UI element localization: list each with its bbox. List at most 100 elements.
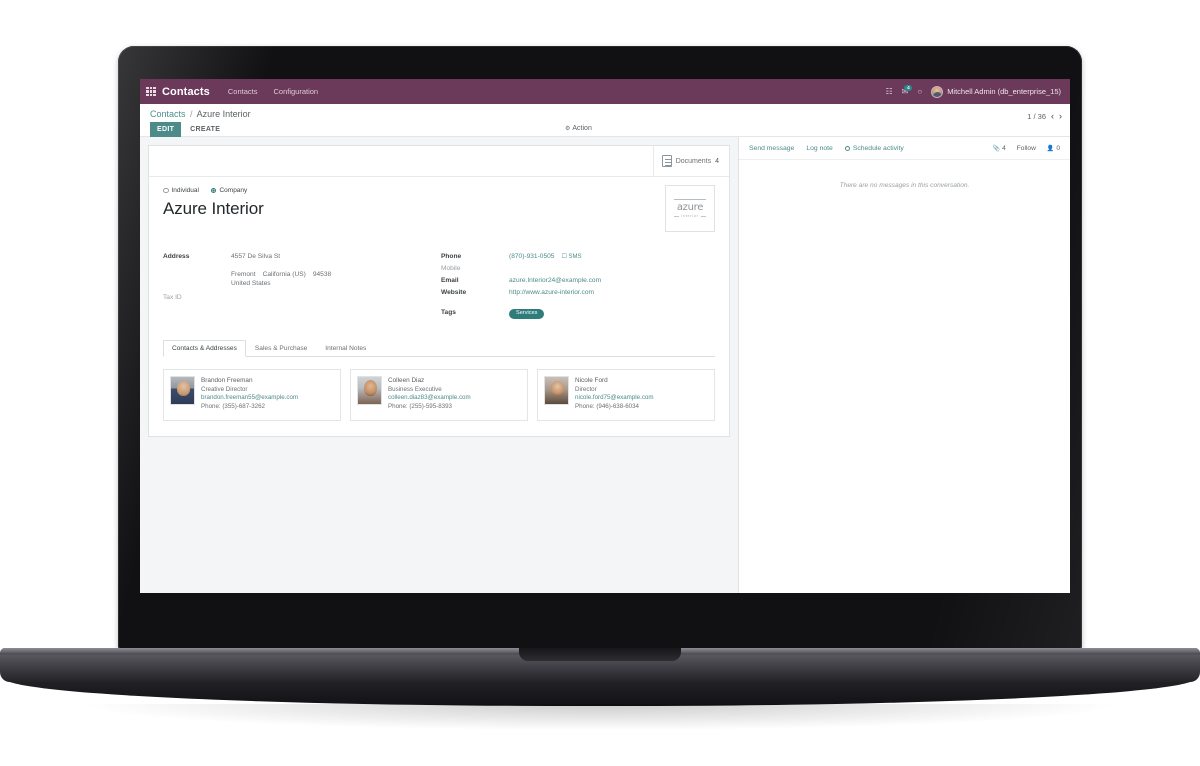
laptop-lid: Contacts Contacts Configuration ☷ ✉ 4 ○ …	[118, 46, 1082, 650]
contact-role: Director	[575, 385, 597, 393]
address-value[interactable]: 4557 De Silva St Fremont California (US) 9…	[231, 253, 338, 289]
company-logo[interactable]: azure interior	[665, 185, 715, 232]
radio-individual[interactable]: Individual	[163, 187, 199, 194]
contact-card[interactable]: Brandon Freeman Creative Director brando…	[163, 369, 341, 421]
contact-info: Colleen Diaz Business Executive colleen.…	[388, 376, 471, 414]
contact-info: Nicole Ford Director nicole.ford75@examp…	[575, 376, 654, 414]
breadcrumb-root[interactable]: Contacts	[150, 109, 186, 119]
follower-count[interactable]: 👤 0	[1047, 145, 1060, 152]
partner-type-radio-group: Individual Company	[163, 187, 715, 194]
contact-name: Colleen Diaz	[388, 377, 425, 384]
documents-stat-button[interactable]: Documents 4	[652, 146, 729, 176]
tags-value[interactable]: Services	[509, 301, 545, 319]
phone-value[interactable]: (870)-931-0505	[509, 253, 555, 260]
address-field: Address 4557 De Silva St Fremont Californ…	[163, 253, 441, 289]
address-city: Fremont	[231, 271, 256, 278]
radio-company[interactable]: Company	[210, 187, 247, 194]
breadcrumb: Contacts / Azure Interior	[150, 104, 1060, 119]
follower-count-value: 0	[1056, 145, 1060, 152]
laptop-base	[0, 648, 1200, 730]
sms-link[interactable]: ☐ SMS	[561, 253, 581, 260]
contact-name: Brandon Freeman	[201, 377, 253, 384]
chatter-meta: 📎 4 Follow 👤 0	[993, 145, 1060, 152]
schedule-activity-label: Schedule activity	[852, 145, 904, 152]
attachment-count-value: 4	[1002, 145, 1006, 152]
user-menu[interactable]: Mitchell Admin (db_enterprise_15)	[931, 85, 1061, 98]
control-panel: Contacts / Azure Interior EDIT CREATE ⚙ …	[140, 104, 1070, 137]
action-label: Action	[572, 125, 592, 132]
bag-icon[interactable]: ☷	[885, 86, 893, 96]
contact-name: Nicole Ford	[575, 377, 608, 384]
contact-phone: Phone: (255)-595-8393	[388, 402, 452, 410]
stat-button-row: Documents 4	[149, 146, 729, 177]
navbar-right: ☷ ✉ 4 ○ Mitchell Admin (db_enterprise_15…	[885, 84, 1066, 98]
contact-phone: Phone: (355)-687-3262	[201, 402, 265, 410]
contact-photo	[544, 376, 569, 405]
control-buttons: EDIT CREATE ⚙ Action	[150, 122, 1060, 137]
laptop-base-notch	[519, 648, 681, 661]
notebook-tabs: Contacts & Addresses Sales & Purchase In…	[163, 340, 715, 357]
tab-sales-purchase[interactable]: Sales & Purchase	[254, 345, 308, 352]
laptop-base-top	[0, 648, 1200, 682]
contact-role: Business Executive	[388, 385, 442, 393]
address-state: California (US)	[262, 271, 306, 278]
laptop-base-bottom	[4, 678, 1196, 706]
contact-card[interactable]: Nicole Ford Director nicole.ford75@examp…	[537, 369, 715, 421]
send-message-button[interactable]: Send message	[749, 145, 795, 152]
contact-info: Brandon Freeman Creative Director brando…	[201, 376, 298, 414]
email-value[interactable]: azure.Interior24@example.com	[509, 277, 602, 284]
phone-label: Phone	[441, 253, 462, 260]
contact-email[interactable]: nicole.ford75@example.com	[575, 394, 654, 401]
chatter-toolbar: Send message Log note Schedule activity …	[739, 137, 1070, 160]
address-country: United States	[231, 280, 271, 287]
field-grid: Address 4557 De Silva St Fremont Californ…	[163, 253, 715, 324]
app-brand[interactable]: Contacts	[162, 85, 210, 98]
tab-internal-notes[interactable]: Internal Notes	[325, 345, 367, 352]
schedule-activity-button[interactable]: Schedule activity	[844, 145, 904, 152]
address-city-line: Fremont California (US) 94538	[231, 271, 338, 278]
sheet-inner: Individual Company Azure Interior	[149, 177, 729, 435]
record-pager: 1 / 36 ‹ ›	[1027, 111, 1062, 122]
email-field: Email azure.Interior24@example.com	[441, 277, 713, 284]
odoo-app: Contacts Contacts Configuration ☷ ✉ 4 ○ …	[140, 79, 1070, 593]
documents-count: 4	[715, 157, 719, 165]
user-name-label: Mitchell Admin (db_enterprise_15)	[947, 87, 1061, 96]
action-button[interactable]: ⚙ Action	[565, 125, 592, 132]
messaging-badge: 4	[904, 84, 913, 91]
page-title: Azure Interior	[163, 199, 264, 218]
radio-company-dot	[210, 187, 217, 194]
contact-email[interactable]: brandon.freeman55@example.com	[201, 394, 299, 401]
create-button[interactable]: CREATE	[190, 126, 221, 133]
chatter-panel: Send message Log note Schedule activity …	[738, 137, 1070, 593]
field-column-right: Phone (870)-931-0505 ☐ SMS	[441, 253, 713, 324]
nav-menu-contacts[interactable]: Contacts	[227, 87, 258, 96]
document-icon	[661, 155, 672, 167]
radio-individual-dot	[163, 187, 169, 194]
nav-menu-configuration[interactable]: Configuration	[273, 87, 319, 96]
tag-services[interactable]: Services	[509, 309, 545, 319]
apps-grid-icon[interactable]	[140, 79, 162, 104]
pager-next-button[interactable]: ›	[1059, 111, 1062, 121]
sms-label: SMS	[568, 254, 582, 260]
tab-contacts-addresses[interactable]: Contacts & Addresses	[163, 340, 246, 357]
follow-button[interactable]: Follow	[1016, 145, 1036, 152]
user-icon: 👤	[1046, 146, 1055, 152]
contact-role: Creative Director	[201, 385, 248, 393]
attachment-count[interactable]: 📎 4	[993, 145, 1006, 152]
messaging-icon[interactable]: ✉ 4	[902, 84, 913, 96]
pager-text: 1 / 36	[1027, 112, 1046, 121]
sms-icon: ☐	[561, 254, 567, 260]
pager-previous-button[interactable]: ‹	[1051, 111, 1054, 121]
website-value[interactable]: http://www.azure-interior.com	[509, 289, 595, 296]
contact-card[interactable]: Colleen Diaz Business Executive colleen.…	[350, 369, 528, 421]
edit-button[interactable]: EDIT	[150, 122, 182, 137]
logo-rule	[674, 199, 706, 200]
tags-label: Tags	[441, 309, 456, 316]
logo-word: azure	[676, 202, 704, 213]
activities-clock-icon[interactable]: ○	[917, 86, 923, 96]
log-note-button[interactable]: Log note	[806, 145, 833, 152]
contact-photo	[357, 376, 382, 405]
contact-email[interactable]: colleen.diaz83@example.com	[388, 394, 471, 401]
logo-subtitle: interior	[674, 214, 705, 218]
